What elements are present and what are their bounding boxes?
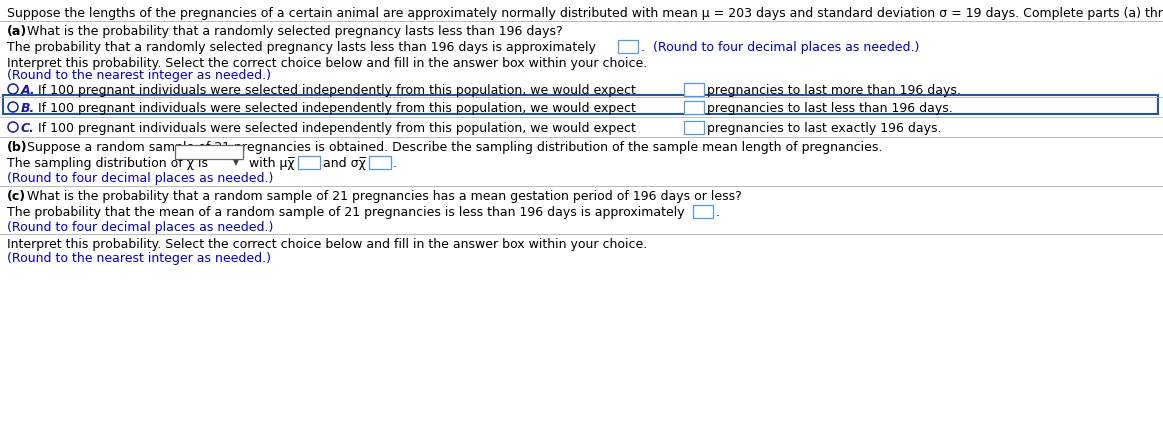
Text: If 100 pregnant individuals were selected independently from this population, we: If 100 pregnant individuals were selecte… [38, 84, 636, 97]
Text: If 100 pregnant individuals were selected independently from this population, we: If 100 pregnant individuals were selecte… [38, 122, 636, 135]
Text: (Round to four decimal places as needed.): (Round to four decimal places as needed.… [7, 172, 273, 185]
FancyBboxPatch shape [693, 205, 713, 218]
Text: with μχ̅ =: with μχ̅ = [249, 157, 309, 170]
Text: ▼: ▼ [233, 158, 238, 167]
Text: pregnancies to last less than 196 days.: pregnancies to last less than 196 days. [707, 102, 952, 115]
Text: What is the probability that a randomly selected pregnancy lasts less than 196 d: What is the probability that a randomly … [27, 25, 563, 38]
Text: .: . [393, 157, 397, 170]
Text: Suppose a random sample of 21 pregnancies is obtained. Describe the sampling dis: Suppose a random sample of 21 pregnancie… [27, 141, 883, 154]
Text: Suppose the lengths of the pregnancies of a certain animal are approximately nor: Suppose the lengths of the pregnancies o… [7, 7, 1163, 20]
FancyBboxPatch shape [3, 95, 1158, 114]
FancyBboxPatch shape [684, 101, 704, 114]
Text: (Round to the nearest integer as needed.): (Round to the nearest integer as needed.… [7, 69, 271, 82]
Text: The probability that the mean of a random sample of 21 pregnancies is less than : The probability that the mean of a rando… [7, 206, 685, 219]
Text: Interpret this probability. Select the correct choice below and fill in the answ: Interpret this probability. Select the c… [7, 57, 648, 70]
Text: If 100 pregnant individuals were selected independently from this population, we: If 100 pregnant individuals were selecte… [38, 102, 636, 115]
FancyBboxPatch shape [369, 156, 391, 169]
Text: A.: A. [21, 84, 36, 97]
Text: The sampling distribution of χ̅ is: The sampling distribution of χ̅ is [7, 157, 208, 170]
Text: .  (Round to four decimal places as needed.): . (Round to four decimal places as neede… [641, 41, 920, 54]
FancyBboxPatch shape [618, 40, 638, 53]
Text: B.: B. [21, 102, 35, 115]
Text: (b): (b) [7, 141, 28, 154]
Text: C.: C. [21, 122, 35, 135]
Text: (c): (c) [7, 190, 26, 203]
Text: .: . [716, 206, 720, 219]
FancyBboxPatch shape [684, 83, 704, 96]
Text: The probability that a randomly selected pregnancy lasts less than 196 days is a: The probability that a randomly selected… [7, 41, 595, 54]
Text: Interpret this probability. Select the correct choice below and fill in the answ: Interpret this probability. Select the c… [7, 238, 648, 251]
Text: pregnancies to last more than 196 days.: pregnancies to last more than 196 days. [707, 84, 961, 97]
Text: (Round to the nearest integer as needed.): (Round to the nearest integer as needed.… [7, 252, 271, 265]
FancyBboxPatch shape [684, 121, 704, 134]
Text: What is the probability that a random sample of 21 pregnancies has a mean gestat: What is the probability that a random sa… [27, 190, 742, 203]
Text: (Round to four decimal places as needed.): (Round to four decimal places as needed.… [7, 221, 273, 234]
Text: (a): (a) [7, 25, 27, 38]
Text: pregnancies to last exactly 196 days.: pregnancies to last exactly 196 days. [707, 122, 942, 135]
FancyBboxPatch shape [174, 145, 243, 159]
FancyBboxPatch shape [298, 156, 320, 169]
Text: and σχ̅ =: and σχ̅ = [323, 157, 380, 170]
